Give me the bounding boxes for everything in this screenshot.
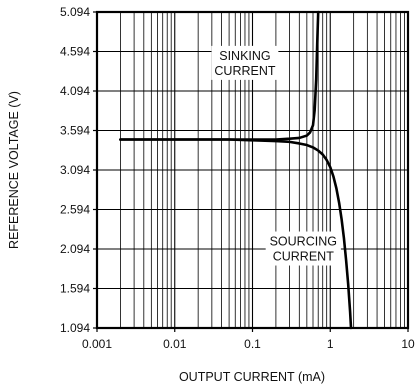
y-axis-label: REFERENCE VOLTAGE (V) <box>7 91 21 249</box>
annotation-label: CURRENT <box>273 250 334 264</box>
y-tick-label: 3.094 <box>60 163 90 177</box>
x-tick-label: 10 <box>401 337 415 351</box>
y-tick-label: 4.094 <box>60 84 90 98</box>
series-layer <box>119 10 353 330</box>
y-tick-label: 2.594 <box>60 203 90 217</box>
y-tick-label: 4.594 <box>60 45 90 59</box>
x-axis-ticks: 0.001 0.01 0.1 1 10 <box>82 328 415 351</box>
x-tick-label: 1 <box>327 337 334 351</box>
x-axis-label: OUTPUT CURRENT (mA) <box>179 370 325 384</box>
annotation-backdrop <box>265 231 341 266</box>
y-tick-label: 2.094 <box>60 242 90 256</box>
y-axis-ticks: 5.094 4.594 4.094 3.594 3.094 2.594 2.094 1.594… <box>60 5 97 335</box>
y-tick-label: 5.094 <box>60 5 90 19</box>
x-tick-label: 0.001 <box>82 337 112 351</box>
series-line-sourcing-current <box>119 138 353 330</box>
y-tick-label: 1.094 <box>60 321 90 335</box>
annotation-backdrop <box>211 45 279 80</box>
x-tick-label: 0.01 <box>163 337 187 351</box>
y-tick-label: 1.594 <box>60 282 90 296</box>
annotation-label: CURRENT <box>214 64 275 78</box>
y-tick-label: 3.594 <box>60 124 90 138</box>
x-tick-label: 0.1 <box>244 337 261 351</box>
annotation-label: SINKING <box>219 49 270 63</box>
annotation-label: SOURCING <box>270 235 337 249</box>
